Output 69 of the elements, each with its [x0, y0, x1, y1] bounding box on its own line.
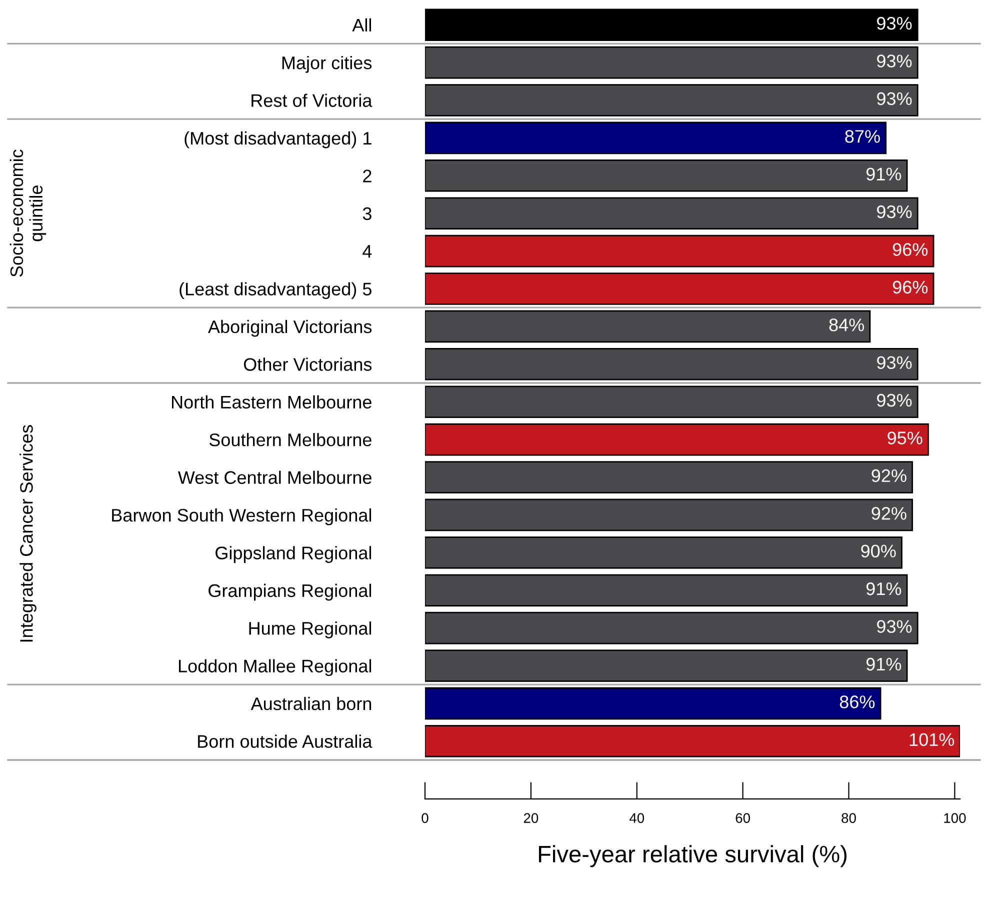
- bar: [425, 574, 908, 606]
- text: Socio-economic quintile: [10, 150, 46, 277]
- bar: [425, 461, 914, 494]
- data-label: 93%: [877, 54, 912, 68]
- y-tick-label: (Least disadvantaged) 5: [180, 282, 372, 300]
- data-label: 96%: [892, 243, 928, 256]
- data-label: 93%: [877, 16, 912, 30]
- y-tick-label: 2: [363, 170, 372, 182]
- x-tick-label: 0: [422, 813, 428, 823]
- data-label: 95%: [888, 432, 922, 444]
- bar: [425, 234, 934, 268]
- data-label: 92%: [872, 469, 906, 482]
- bar: [425, 122, 887, 154]
- bar: [425, 197, 918, 230]
- y-tick-label: North Eastern Melbourne: [172, 395, 372, 409]
- data-label: 92%: [872, 507, 906, 520]
- bar: [425, 650, 908, 682]
- data-label: 93%: [877, 92, 912, 106]
- data-label: 87%: [845, 130, 880, 143]
- y-tick-label: Loddon Mallee Regional: [178, 659, 372, 676]
- x-axis-title: Five-year relative survival (%): [538, 845, 847, 868]
- data-label: 101%: [910, 733, 954, 746]
- y-tick-label: Australian born: [250, 696, 372, 710]
- y-tick-label: Aboriginal Victorians: [208, 320, 372, 337]
- data-label: 91%: [866, 658, 902, 671]
- bar: [425, 725, 960, 758]
- y-tick-label: West Central Melbourne: [178, 470, 372, 484]
- bar: [425, 8, 918, 41]
- bar: [425, 348, 918, 380]
- bar: [425, 423, 929, 456]
- data-label: 93%: [877, 620, 912, 633]
- y-tick-label: Gippsland Regional: [216, 546, 372, 563]
- x-tick-label: 60: [736, 813, 750, 823]
- data-label: 93%: [877, 356, 912, 369]
- data-label: 96%: [892, 280, 928, 294]
- bar: [425, 536, 902, 569]
- bar: [425, 310, 871, 343]
- bar: [425, 160, 908, 192]
- y-tick-label: Hume Regional: [249, 622, 372, 638]
- y-tick-label: Barwon South Western Regional: [112, 508, 372, 526]
- data-label: 91%: [866, 582, 902, 596]
- x-tick-label: 20: [524, 813, 538, 823]
- y-tick-label: Born outside Australia: [198, 734, 372, 748]
- y-tick-label: Major cities: [282, 56, 372, 73]
- bar: [425, 84, 918, 116]
- data-label: 93%: [877, 205, 912, 218]
- x-tick-label: 40: [629, 813, 644, 823]
- y-tick-label: Southern Melbourne: [209, 433, 372, 446]
- data-label: 93%: [877, 394, 912, 407]
- y-tick-label: 3: [362, 207, 372, 220]
- bar: [425, 687, 882, 720]
- data-label: 90%: [861, 544, 896, 558]
- y-tick-label: Other Victorians: [244, 358, 372, 371]
- y-tick-label: 4: [362, 245, 372, 258]
- data-label: 84%: [829, 318, 864, 332]
- bar: [425, 498, 914, 532]
- y-tick-label: Rest of Victoria: [252, 94, 372, 107]
- bar: [425, 612, 918, 644]
- y-tick-label: All: [352, 18, 372, 32]
- data-label: 91%: [866, 168, 902, 180]
- x-tick-label: 80: [842, 813, 856, 823]
- text: Integrated Cancer Services: [20, 425, 36, 642]
- data-label: 86%: [840, 696, 875, 708]
- y-tick-label: (Most disadvantaged) 1: [184, 131, 372, 148]
- y-tick-label: Grampians Regional: [208, 584, 372, 601]
- bar: [425, 272, 934, 305]
- x-tick-label: 100: [944, 813, 966, 823]
- bar: [425, 46, 918, 79]
- bar: [425, 386, 918, 418]
